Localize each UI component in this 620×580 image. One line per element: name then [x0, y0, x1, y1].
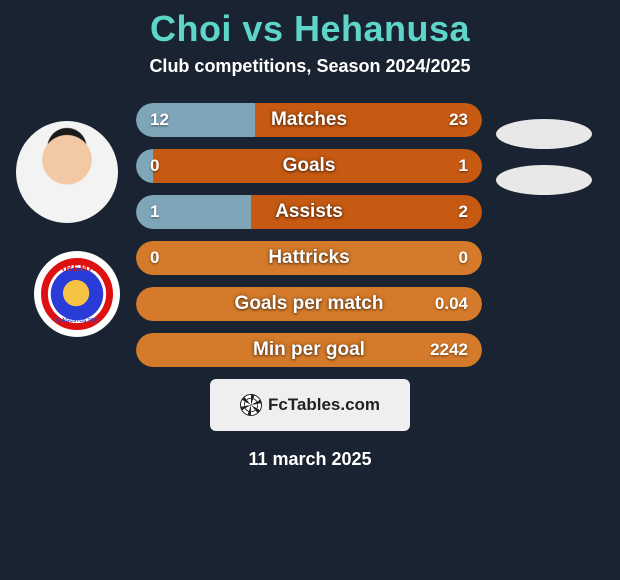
generation-date: 11 march 2025 [248, 449, 371, 470]
page-title: Choi vs Hehanusa [150, 8, 470, 50]
stat-bar-bg [136, 149, 482, 183]
player-b-badge-placeholder [496, 165, 592, 195]
player-a-club-badge: AREMA 11 AGUSTUS 1987 [34, 251, 120, 337]
stats-area: AREMA 11 AGUSTUS 1987 Matches1223 Goals01… [0, 103, 620, 373]
arema-badge-text: AREMA [43, 263, 111, 273]
stat-bar-player-a [136, 195, 251, 229]
stat-bar-player-a [136, 103, 255, 137]
arema-badge-icon: AREMA 11 AGUSTUS 1987 [41, 258, 113, 330]
watermark-logo: FcTables.com [210, 379, 410, 431]
watermark-text: FcTables.com [268, 395, 380, 415]
stat-bar-bg [136, 103, 482, 137]
stat-bars: Matches1223 Goals01 Assists12 Hattricks00 Go… [136, 103, 482, 379]
stat-bar-bg [136, 195, 482, 229]
stat-bar-bg [136, 287, 482, 321]
stat-row: Matches1223 [136, 103, 482, 137]
player-a-avatar [16, 121, 118, 223]
stat-bar-bg [136, 241, 482, 275]
stat-bar-bg [136, 333, 482, 367]
stat-bar-player-b [255, 103, 482, 137]
stat-row: Goals per match0.04 [136, 287, 482, 321]
player-b-avatar-placeholder [496, 119, 592, 149]
arema-badge-subtext: 11 AGUSTUS 1987 [43, 318, 111, 324]
player-face-icon [16, 121, 118, 223]
page-subtitle: Club competitions, Season 2024/2025 [149, 56, 470, 77]
stat-row: Goals01 [136, 149, 482, 183]
stat-row: Assists12 [136, 195, 482, 229]
comparison-card: Choi vs Hehanusa Club competitions, Seas… [0, 0, 620, 580]
stat-row: Min per goal2242 [136, 333, 482, 367]
stat-bar-player-a [136, 149, 153, 183]
football-icon [240, 394, 262, 416]
stat-bar-player-b [251, 195, 482, 229]
stat-row: Hattricks00 [136, 241, 482, 275]
stat-bar-player-b [153, 149, 482, 183]
